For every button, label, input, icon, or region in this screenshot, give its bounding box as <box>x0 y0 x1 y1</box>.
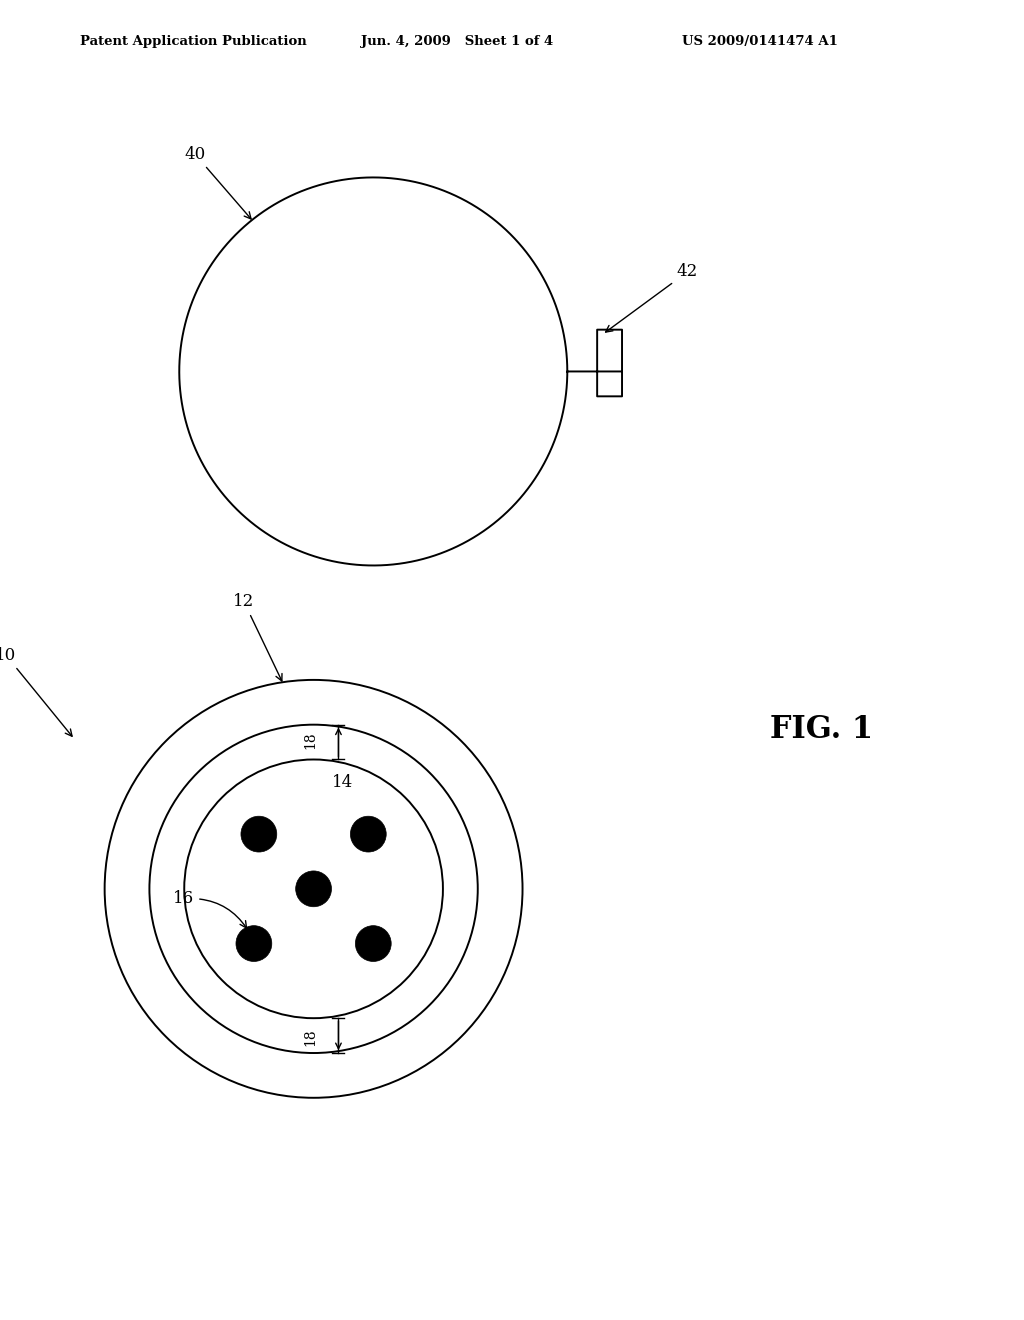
Text: 18: 18 <box>303 1028 317 1047</box>
Text: 14: 14 <box>332 775 352 792</box>
Text: Jun. 4, 2009   Sheet 1 of 4: Jun. 4, 2009 Sheet 1 of 4 <box>361 36 554 48</box>
Circle shape <box>236 925 271 961</box>
Text: 12: 12 <box>233 593 282 681</box>
Text: FIG. 1: FIG. 1 <box>769 714 872 746</box>
Text: 10: 10 <box>0 647 72 737</box>
Circle shape <box>241 816 276 851</box>
Text: US 2009/0141474 A1: US 2009/0141474 A1 <box>682 36 838 48</box>
Text: 42: 42 <box>605 264 698 333</box>
Text: Patent Application Publication: Patent Application Publication <box>80 36 306 48</box>
Text: 40: 40 <box>184 145 251 219</box>
Text: 18: 18 <box>303 731 317 748</box>
Text: 16: 16 <box>173 890 247 928</box>
Circle shape <box>296 871 332 907</box>
Circle shape <box>355 925 391 961</box>
Circle shape <box>350 816 386 851</box>
